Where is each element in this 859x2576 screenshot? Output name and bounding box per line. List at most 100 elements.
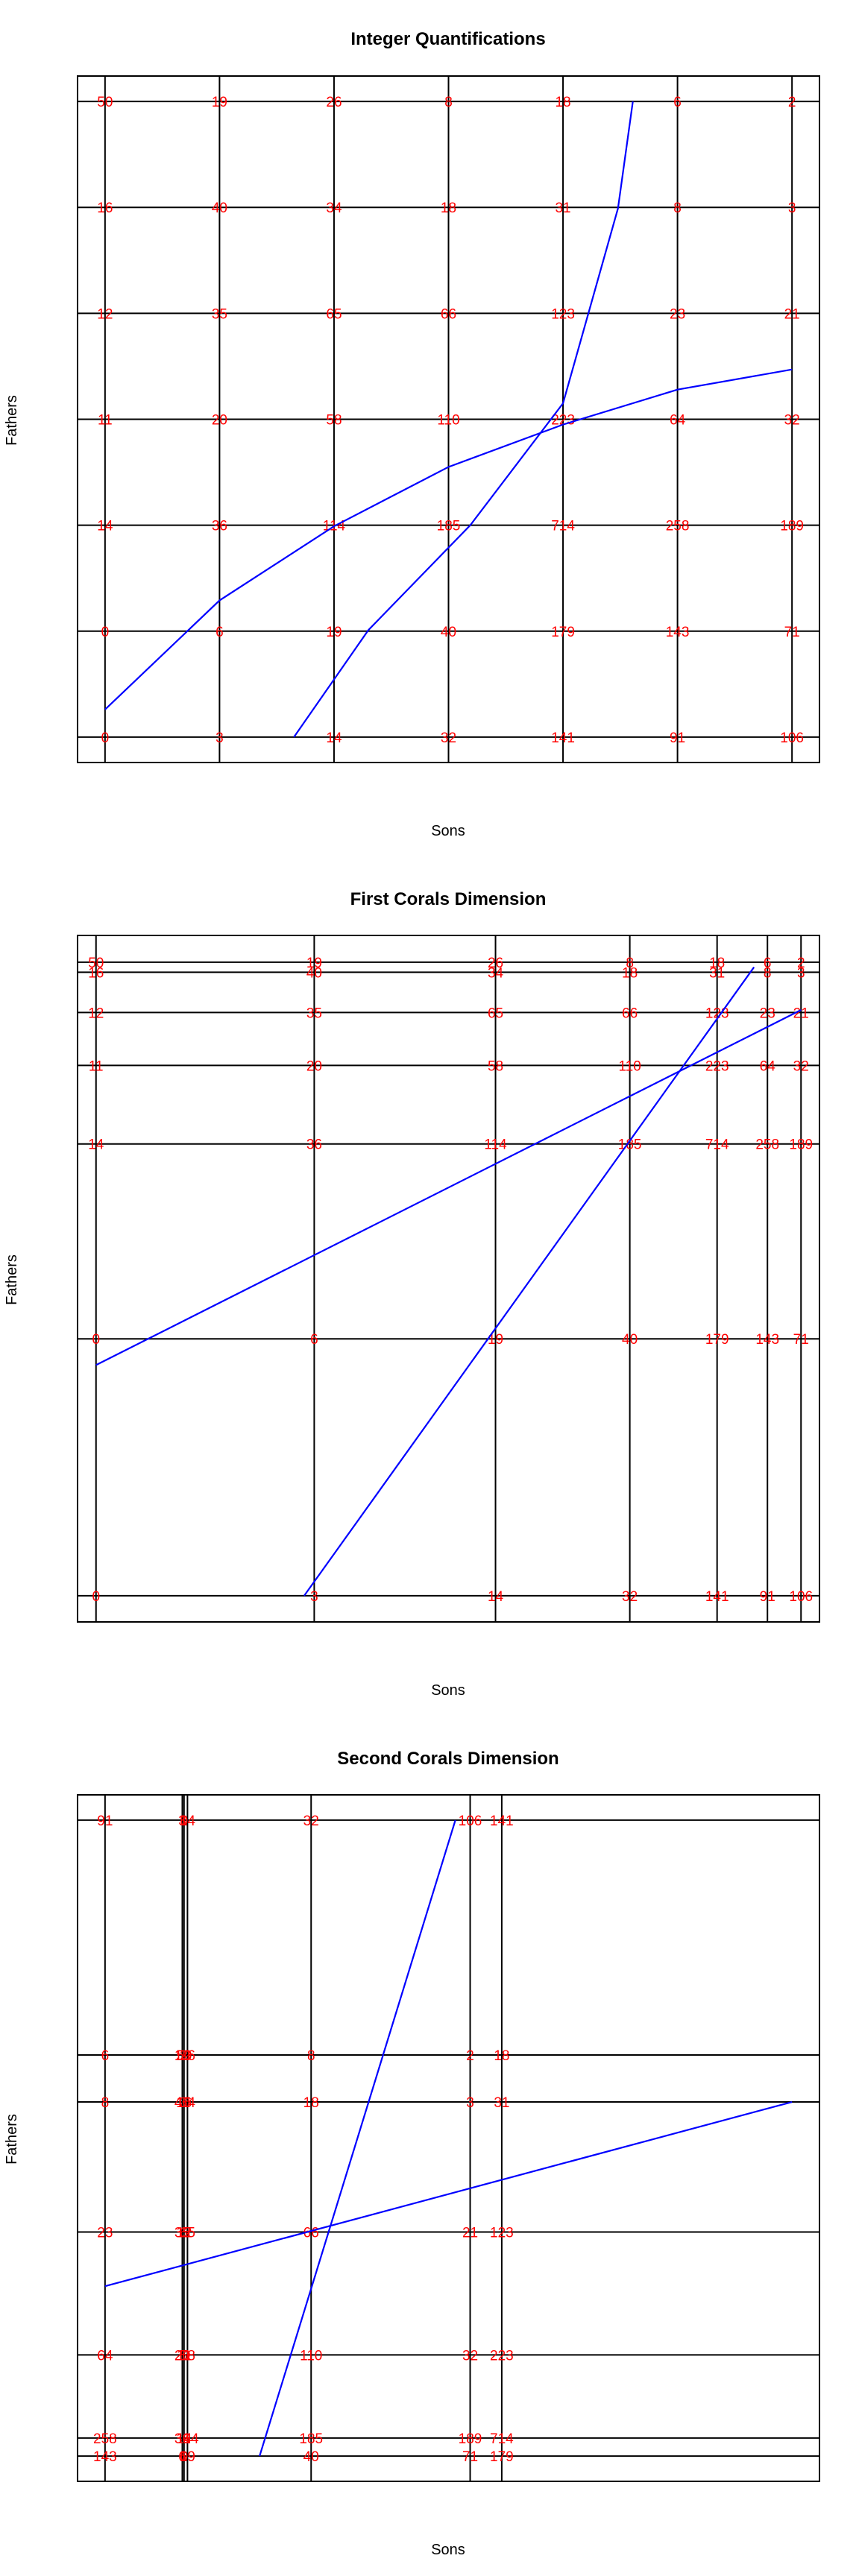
table-cell-value: 223 [551,413,575,429]
table-cell-value: 110 [437,413,459,429]
table-cell-value: 6 [178,2449,186,2465]
table-cell-value: 14 [176,2431,192,2447]
table-cell-value: 11 [98,413,113,429]
table-cell-value: 66 [622,1006,638,1021]
table-cell-value: 21 [793,1006,809,1021]
table-cell-value: 123 [490,2226,514,2241]
table-cell-value: 19 [488,1332,503,1348]
table-cell-value: 0 [180,2449,189,2465]
table-cell-value: 32 [793,1058,809,1074]
chart-title: Integer Quantifications [350,29,545,49]
table-cell-value: 71 [793,1332,809,1348]
table-cell-value: 110 [300,2348,322,2364]
table-cell-value: 19 [306,956,322,971]
plot-second-corals-dimension: Second Corals Dimension Sons Fathers 91 0… [4,1749,820,2558]
table-cell-value: 3 [788,201,796,216]
column-regression-line [259,1819,456,2457]
table-cell-value: 18 [303,2095,319,2111]
table-cell-value: 6 [215,625,224,640]
table-cell-value: 64 [670,413,686,429]
chart-title: Second Corals Dimension [337,1749,558,1769]
table-cell-value: 3 [215,730,224,746]
table-cell-value: 21 [784,306,800,322]
table-cell-value: 40 [174,2095,190,2111]
y-axis-label: Fathers [4,1254,20,1305]
table-cell-value: 50 [97,95,113,110]
table-cell-value: 0 [180,1813,189,1829]
table-cell-value: 18 [441,201,456,216]
table-cell-value: 14 [326,730,342,746]
table-cell-value: 16 [97,201,113,216]
plot-integer-quantifications: Integer Quantifications Sons Fathers 50 1… [4,29,820,839]
table-cell-value: 26 [180,2048,195,2064]
table-cell-value: 36 [174,2431,190,2447]
table-cell-value: 185 [299,2431,323,2447]
table-cell-value: 11 [89,1058,104,1074]
row-regression-line [104,368,793,710]
table-cell-value: 20 [212,413,227,429]
table-cell-value: 34 [488,965,504,981]
table-cell-value: 14 [97,519,113,534]
table-cell-value: 23 [760,1006,775,1021]
table-cell-value: 64 [760,1058,776,1074]
table-cell-value: 32 [462,2348,478,2364]
table-cell-value: 714 [705,1137,729,1153]
table-cell-value: 36 [306,1137,322,1153]
table-cell-value: 114 [484,1137,507,1153]
table-cell-value: 20 [306,1058,322,1074]
table-cell-value: 143 [93,2449,117,2465]
table-cell-value: 258 [93,2431,117,2447]
table-cell-value: 23 [97,2226,113,2241]
chart-title: First Corals Dimension [350,889,547,909]
table-cell-value: 35 [212,306,227,322]
table-cell-value: 189 [780,519,804,534]
table-cell-value: 31 [494,2095,509,2111]
table-cell-value: 2 [466,2048,474,2064]
table-cell-value: 6 [310,1332,318,1348]
table-cell-value: 65 [488,1006,503,1021]
table-cell-value: 3 [466,2095,474,2111]
table-cell-value: 0 [92,1332,100,1348]
table-cell-value: 21 [462,2226,478,2241]
table-cell-value: 141 [705,1589,729,1605]
y-axis-label: Fathers [4,2114,20,2165]
table-cell-value: 179 [551,625,575,640]
table-cell-value: 50 [176,2048,192,2064]
table-cell-value: 143 [755,1332,779,1348]
table-cell-value: 34 [180,2095,196,2111]
table-cell-value: 106 [459,1813,482,1829]
table-cell-value: 14 [88,1137,104,1153]
table-cell-value: 71 [784,625,800,640]
table-cell-value: 20 [174,2348,190,2364]
table-cell-value: 91 [670,730,685,746]
table-cell-value: 64 [97,2348,113,2364]
table-cell-value: 35 [306,1006,322,1021]
table-cell-value: 123 [551,306,575,322]
table-cell-value: 35 [174,2226,190,2241]
y-axis-label: Fathers [4,395,20,446]
table-cell-value: 19 [174,2048,190,2064]
table-cell-value: 3 [797,965,805,981]
table-cell-value: 14 [180,1813,196,1829]
table-cell-value: 8 [673,201,682,216]
plot-frame [77,1794,820,2482]
table-cell-value: 71 [462,2449,478,2465]
table-cell-value: 110 [618,1058,641,1074]
table-cell-value: 8 [307,2048,315,2064]
table-cell-value: 179 [705,1332,729,1348]
plot-first-corals-dimension: First Corals Dimension Sons Fathers 50 19… [4,889,820,1699]
x-axis-label: Sons [431,2542,465,2558]
table-cell-value: 11 [177,2348,192,2364]
table-cell-value: 143 [666,625,690,640]
table-cell-value: 19 [326,625,342,640]
table-cell-value: 31 [555,201,570,216]
table-cell-value: 36 [212,519,227,534]
table-cell-value: 40 [306,965,322,981]
table-cell-value: 12 [97,306,113,322]
table-cell-value: 32 [784,413,800,429]
column-regression-line [293,101,634,738]
table-cell-value: 91 [97,1813,113,1829]
table-cell-value: 6 [673,95,682,110]
table-cell-value: 18 [494,2048,509,2064]
table-cell-value: 18 [555,95,570,110]
